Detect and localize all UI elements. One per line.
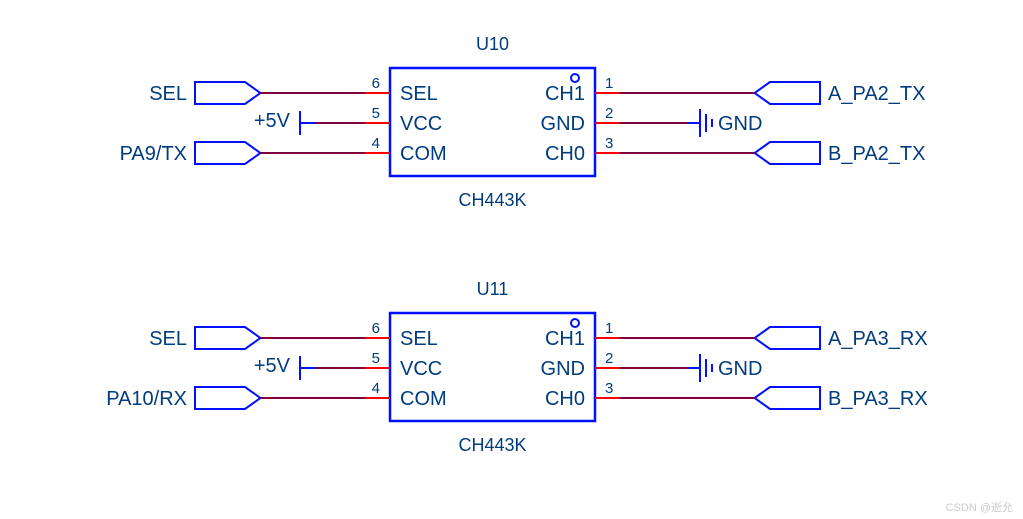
net-port <box>195 82 260 104</box>
net-port <box>755 82 820 104</box>
part-value: CH443K <box>458 435 526 455</box>
net-port <box>195 142 260 164</box>
net-label: SEL <box>149 328 187 350</box>
pin-num: 4 <box>372 380 380 397</box>
pin-label: CH1 <box>545 328 585 350</box>
pin-label: VCC <box>400 113 442 135</box>
pin-num: 5 <box>372 350 380 367</box>
pin-label: SEL <box>400 83 438 105</box>
pin-num: 2 <box>605 105 613 122</box>
pin-num: 1 <box>605 320 613 337</box>
power-label: +5V <box>254 110 291 132</box>
pin-label: COM <box>400 143 447 165</box>
block-U11: U11 CH443K 6 SEL SEL 5 VCC +5V 4 COM PA10/RX 1 CH1 A_… <box>106 279 927 455</box>
pin-label: COM <box>400 388 447 410</box>
pin-label: CH0 <box>545 388 585 410</box>
pin-label: GND <box>541 113 585 135</box>
pin-num: 5 <box>372 105 380 122</box>
part-value: CH443K <box>458 190 526 210</box>
power-label: +5V <box>254 355 291 377</box>
gnd-label: GND <box>718 113 762 135</box>
gnd-label: GND <box>718 358 762 380</box>
net-port <box>755 327 820 349</box>
pin-label: SEL <box>400 328 438 350</box>
net-port <box>195 327 260 349</box>
net-label: PA9/TX <box>120 143 187 165</box>
net-label: B_PA2_TX <box>828 143 925 165</box>
watermark: CSDN @逝允 <box>946 500 1013 514</box>
net-label: A_PA2_TX <box>828 83 925 105</box>
net-port <box>195 387 260 409</box>
pin-num: 6 <box>372 75 380 92</box>
pin-num: 3 <box>605 135 613 152</box>
pin-num: 2 <box>605 350 613 367</box>
net-port <box>755 387 820 409</box>
net-label: SEL <box>149 83 187 105</box>
pin-num: 1 <box>605 75 613 92</box>
pin-num: 6 <box>372 320 380 337</box>
schematic-diagram: U10 CH443K 6 SEL SEL 5 VCC +5V 4 COM PA9/TX 1 CH1 A_P… <box>0 0 1023 519</box>
pin-num: 4 <box>372 135 380 152</box>
net-label: B_PA3_RX <box>828 388 928 410</box>
pin-label: VCC <box>400 358 442 380</box>
pin-label: CH1 <box>545 83 585 105</box>
designator: U10 <box>476 34 509 54</box>
net-label: A_PA3_RX <box>828 328 928 350</box>
block-U10: U10 CH443K 6 SEL SEL 5 VCC +5V 4 COM PA9/TX 1 CH1 A_P… <box>120 34 926 210</box>
net-label: PA10/RX <box>106 388 187 410</box>
pin-num: 3 <box>605 380 613 397</box>
pin-label: CH0 <box>545 143 585 165</box>
pin-label: GND <box>541 358 585 380</box>
net-port <box>755 142 820 164</box>
designator: U11 <box>477 279 509 299</box>
